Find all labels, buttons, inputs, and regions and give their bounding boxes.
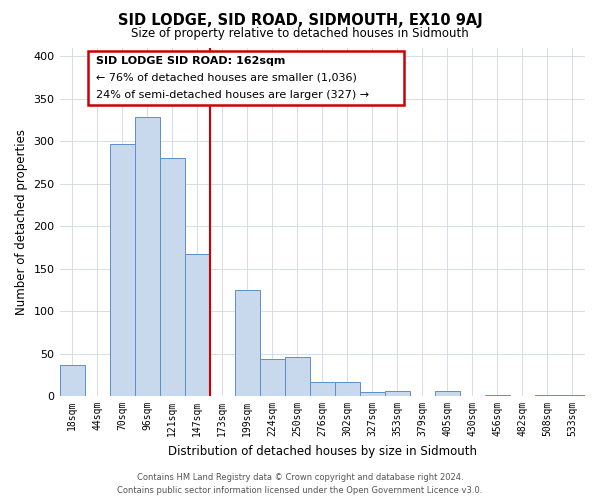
Bar [310,382,335,396]
Text: SID LODGE, SID ROAD, SIDMOUTH, EX10 9AJ: SID LODGE, SID ROAD, SIDMOUTH, EX10 9AJ [118,12,482,28]
Bar [385,391,410,396]
X-axis label: Distribution of detached houses by size in Sidmouth: Distribution of detached houses by size … [168,444,477,458]
Text: 24% of semi-detached houses are larger (327) →: 24% of semi-detached houses are larger (… [97,90,370,100]
Text: SID LODGE SID ROAD: 162sqm: SID LODGE SID ROAD: 162sqm [97,56,286,66]
Text: Contains HM Land Registry data © Crown copyright and database right 2024.
Contai: Contains HM Land Registry data © Crown c… [118,474,482,495]
Bar [435,391,460,396]
Bar [59,364,85,396]
Text: Size of property relative to detached houses in Sidmouth: Size of property relative to detached ho… [131,28,469,40]
Bar [360,392,385,396]
Bar [560,395,585,396]
Bar [260,360,285,396]
Bar [160,158,185,396]
Bar [535,395,560,396]
Bar [485,395,510,396]
Bar [335,382,360,396]
Bar [235,290,260,396]
Bar [110,144,134,396]
Bar [285,357,310,396]
Text: ← 76% of detached houses are smaller (1,036): ← 76% of detached houses are smaller (1,… [97,73,357,83]
Bar [185,254,209,396]
Y-axis label: Number of detached properties: Number of detached properties [15,129,28,315]
Bar [134,117,160,396]
FancyBboxPatch shape [88,51,404,105]
